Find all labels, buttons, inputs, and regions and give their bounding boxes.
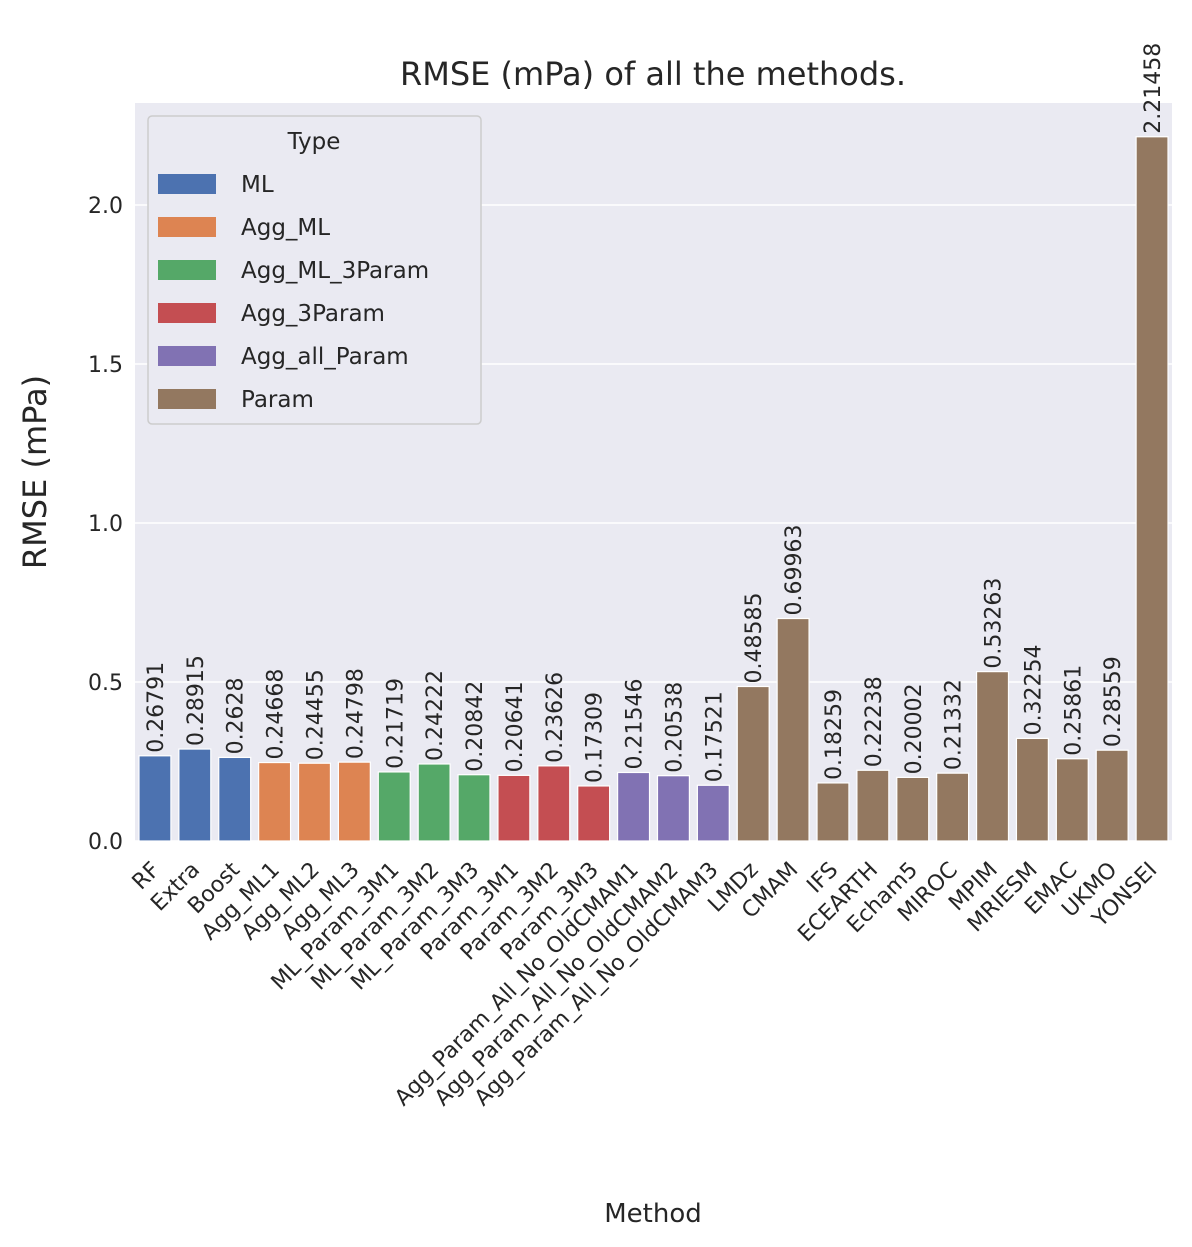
bar-value-label: 0.24455 [303,669,328,760]
bar-value-label: 0.48585 [742,593,767,684]
legend-title: Type [287,129,341,155]
y-tick-label: 0.0 [88,830,123,855]
bar [537,765,571,842]
bar-value-label: 0.2628 [224,677,249,754]
bar-value-label: 0.24222 [423,670,448,761]
bar-value-label: 0.20641 [503,681,528,772]
legend-swatch [158,346,216,366]
bar [337,761,371,842]
bar-value-label: 0.25861 [1061,665,1086,756]
y-tick-label: 0.5 [88,671,123,696]
bar-value-label: 0.20842 [463,681,488,772]
y-tick-label: 1.0 [88,512,123,537]
x-axis-ticks: RFExtraBoostAgg_ML1Agg_ML2Agg_ML3ML_Para… [128,857,1163,1111]
bar [736,685,770,842]
bar [856,769,890,842]
bar-value-label: 0.22238 [862,676,887,767]
legend-box [147,115,482,425]
bar-value-label: 0.26791 [144,662,169,753]
bar [896,776,930,842]
bar [696,784,730,842]
bar [497,774,531,842]
legend-entries: ML Agg_ML Agg_ML_3Param Agg_3Param Agg_all_P… [158,172,429,413]
bar [1135,136,1169,842]
bar-value-labels: 0.26791 0.28915 0.2628 0.24668 0.24455 0.2479… [144,43,1166,783]
legend-swatch [158,217,216,237]
bar-value-label: 0.20002 [902,683,927,774]
x-axis-title: Method [604,1199,702,1229]
bar-value-label: 0.21719 [383,678,408,769]
bar-value-label: 0.24798 [343,668,368,759]
y-tick-label: 1.5 [88,353,123,378]
bar-value-label: 0.32254 [1021,644,1046,735]
bar [178,748,212,842]
bar-value-label: 0.28559 [1101,656,1126,747]
legend-entry-label: ML [241,172,274,198]
bar [577,785,611,842]
bars [138,136,1169,842]
bar-value-label: 0.23626 [543,672,568,763]
legend: Type ML Agg_ML Agg_ML_3Param Agg_3Param Agg_… [147,115,482,425]
bar [816,782,850,842]
bar [975,671,1010,842]
legend-swatch [158,303,216,323]
legend-entry-label: Param [241,387,314,413]
bar [457,774,491,842]
chart-title: RMSE (mPa) of all the methods. [400,55,906,93]
bar [218,756,252,842]
y-tick-label: 2.0 [88,194,123,219]
legend-entry-label: Agg_all_Param [241,344,409,370]
bar [377,771,411,842]
bar [297,762,332,842]
legend-swatch [158,260,216,280]
bar-value-label: 0.28915 [184,655,209,746]
bar-value-label: 0.20538 [662,682,687,773]
legend-swatch [158,389,216,409]
bar-value-label: 0.53263 [982,578,1007,669]
legend-entry-label: Agg_ML [241,215,330,241]
bar [417,763,451,842]
bar [1055,758,1089,842]
bar [936,772,970,842]
bar [138,755,172,842]
legend-swatch [158,174,216,194]
bar [1015,737,1049,842]
bar-value-label: 0.21546 [623,678,648,769]
bar-value-label: 0.24668 [264,669,289,760]
bar [258,761,292,842]
bar-value-label: 0.69963 [782,525,807,616]
legend-entry-label: Agg_ML_3Param [241,258,429,284]
bar [617,771,651,842]
y-axis-title: RMSE (mPa) [16,375,54,569]
bar-value-label: 0.17521 [702,691,727,782]
bar [776,617,810,842]
bar [1095,749,1129,842]
legend-entry-label: Agg_3Param [241,301,385,327]
bar-value-label: 0.18259 [822,689,847,780]
bar-value-label: 2.21458 [1141,43,1166,134]
y-axis-ticks: 0.0 0.5 1.0 1.5 2.0 [88,194,123,855]
bar-value-label: 0.17309 [583,692,608,783]
bar [656,775,690,842]
bar-value-label: 0.21332 [942,679,967,770]
